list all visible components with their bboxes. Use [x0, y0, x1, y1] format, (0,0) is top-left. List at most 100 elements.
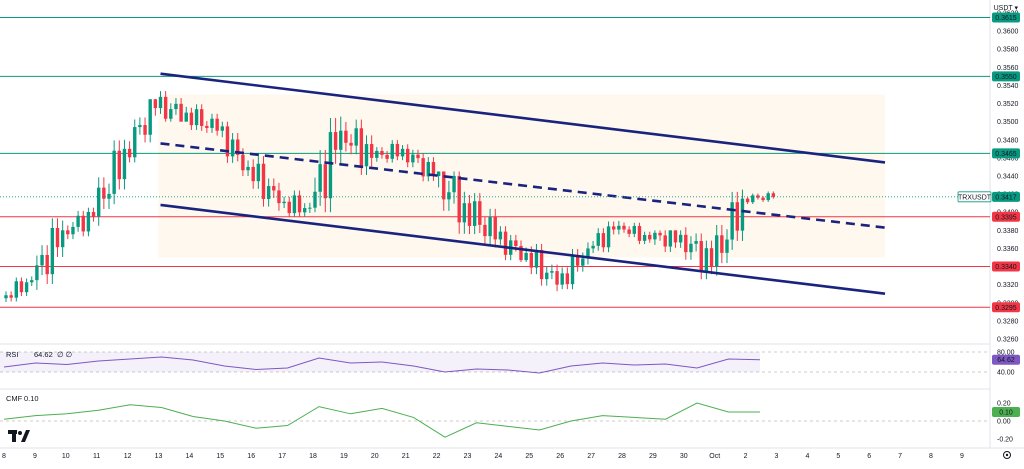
candle-body	[220, 126, 224, 131]
time-tick-label: 7	[898, 453, 902, 460]
level-badge: 0.3465	[992, 148, 1020, 159]
candle-body	[287, 201, 291, 214]
rsi-tick-label: 80.00	[997, 350, 1015, 357]
candle-body	[426, 162, 430, 177]
currency-selector[interactable]: USDT ▾	[993, 5, 1018, 12]
level-badge-label: 0.3550	[995, 74, 1017, 81]
candle-body	[581, 258, 585, 266]
candle-body	[715, 235, 719, 267]
candle-body	[550, 271, 554, 273]
candle-body	[596, 233, 600, 246]
candle-body	[24, 282, 29, 293]
rsi-line	[3, 356, 761, 374]
time-tick-label: 18	[309, 453, 317, 460]
time-tick-label: 8	[929, 453, 933, 460]
candle-body	[256, 163, 261, 182]
rsi-title: RSI	[6, 350, 19, 359]
candle-body	[452, 175, 456, 193]
candle-body	[601, 233, 606, 248]
price-tick-label: 0.3520	[997, 101, 1019, 108]
candle-body	[179, 103, 183, 122]
candle-body	[81, 215, 85, 232]
candle-body	[55, 228, 60, 248]
candle-body	[117, 150, 121, 180]
candle-body	[663, 235, 667, 247]
candle-body	[478, 201, 482, 225]
candle-body	[76, 215, 80, 227]
settings-gear-icon[interactable]	[1003, 451, 1011, 459]
candle-body	[127, 148, 132, 158]
candle-body	[339, 130, 343, 150]
candle-body	[627, 229, 631, 234]
candle-body	[45, 254, 49, 275]
candle-body	[303, 208, 307, 213]
price-tick-label: 0.3480	[997, 137, 1019, 144]
candle-body	[184, 112, 188, 122]
candle-body	[169, 109, 173, 119]
candle-body	[565, 273, 570, 285]
candle-body	[349, 142, 353, 146]
candle-body	[369, 144, 374, 158]
candle-body	[514, 240, 518, 246]
time-tick-label: 8	[2, 453, 6, 460]
cmf-tick-label: -0.20	[997, 437, 1013, 444]
candle-body	[684, 234, 688, 253]
candle-body	[488, 216, 492, 237]
candle-body	[215, 118, 219, 131]
candle-body	[447, 192, 451, 200]
candle-body	[483, 224, 487, 237]
candle-body	[539, 249, 544, 280]
time-tick-label: 5	[836, 453, 840, 460]
candle-body	[673, 230, 678, 243]
candle-body	[637, 226, 642, 241]
price-tick-label: 0.3380	[997, 228, 1019, 235]
time-tick-label: 28	[618, 453, 626, 460]
time-tick-label: 9	[960, 453, 964, 460]
candle-body	[102, 187, 106, 199]
time-tick-label: 21	[402, 453, 410, 460]
candle-body	[503, 231, 508, 255]
candle-body	[617, 225, 621, 230]
time-tick-label: 26	[556, 453, 564, 460]
candle-body	[189, 112, 194, 126]
price-tick-label: 0.3580	[997, 47, 1019, 54]
candle-body	[720, 235, 724, 253]
rsi-header: RSI 64.62 ∅ ∅	[6, 350, 73, 359]
candle-body	[519, 245, 523, 261]
candle-body	[297, 195, 302, 213]
candle-body	[653, 232, 657, 240]
time-tick-label: 22	[433, 453, 441, 460]
candle-body	[699, 241, 703, 272]
rsi-value: 64.62	[34, 350, 53, 359]
price-tick-label: 0.3460	[997, 155, 1019, 162]
candle-body	[529, 252, 533, 268]
time-tick-label: 17	[278, 453, 286, 460]
candle-body	[158, 96, 163, 109]
candle-body	[14, 281, 18, 298]
candle-body	[612, 226, 616, 230]
candle-body	[668, 230, 673, 247]
candle-body	[730, 202, 734, 240]
level-badge-bg	[992, 302, 1020, 313]
candle-body	[761, 197, 765, 201]
candle-body	[241, 154, 245, 171]
candle-body	[498, 231, 503, 240]
candle-body	[400, 148, 405, 157]
time-tick-label: 4	[805, 453, 809, 460]
rsi-value-badge: 64.62	[997, 357, 1015, 364]
candle-body	[591, 245, 595, 249]
candle-body	[71, 226, 75, 235]
candle-body	[163, 96, 168, 119]
current-price-badge: TRXUSDT 0.3417	[957, 191, 1020, 203]
time-tick-label: 30	[680, 453, 688, 460]
candle-body	[225, 126, 230, 157]
level-badge: 0.3295	[992, 302, 1020, 313]
candle-body	[524, 252, 528, 261]
candle-body	[86, 212, 91, 232]
time-tick-label: 16	[247, 453, 255, 460]
cmf-tick-label: 0.00	[997, 419, 1011, 426]
candle-body	[97, 187, 101, 217]
price-tick-label: 0.3360	[997, 246, 1019, 253]
